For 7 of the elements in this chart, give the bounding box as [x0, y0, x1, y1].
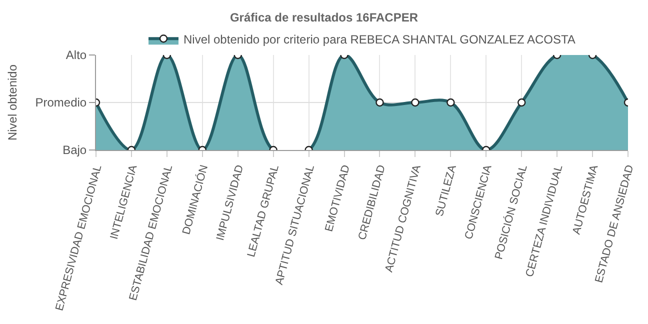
y-axis-title: Nivel obtenido: [6, 64, 20, 141]
category-label: Alto: [66, 48, 87, 62]
category-label: Promedio: [35, 96, 87, 110]
category-label: Bajo: [62, 143, 87, 158]
chart-title: Gráfica de resultados 16FACPER: [230, 10, 418, 24]
x-tick-label: LEALTAD GRUPAL: [245, 164, 282, 258]
legend-label: Nivel obtenido por criterio para REBECA SHANTAL GONZALEZ ACOSTA: [184, 32, 576, 46]
